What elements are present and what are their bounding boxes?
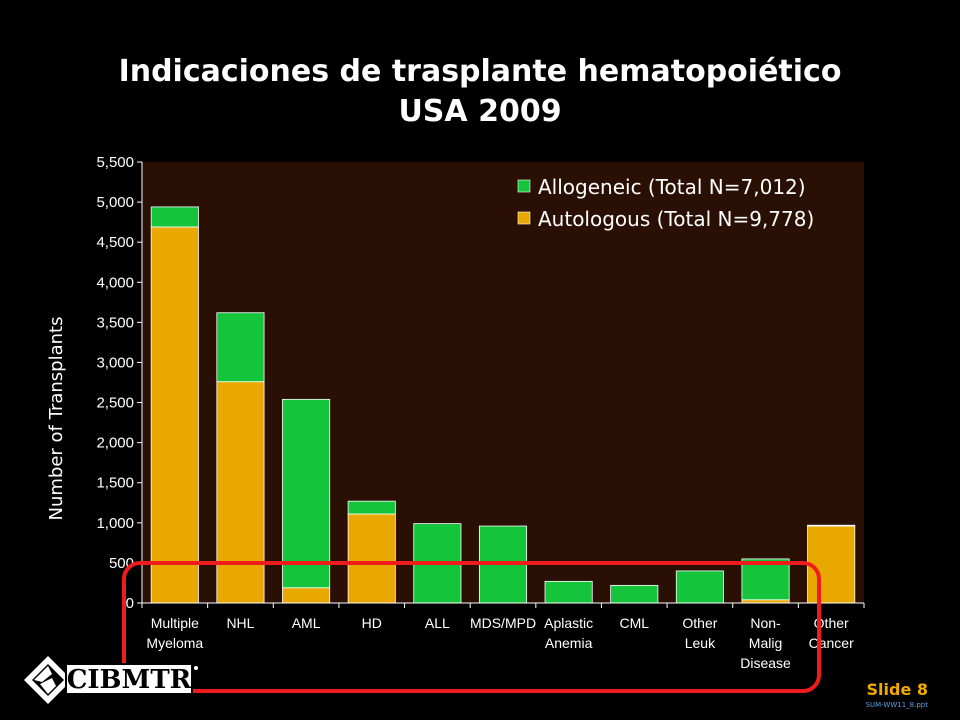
logo-emblem-icon (24, 656, 72, 704)
y-tick-label: 1,000 (96, 515, 134, 532)
x-tick-label: AML (292, 615, 321, 631)
logo-text: CIBMTR (67, 665, 192, 695)
y-tick-label: 5,000 (96, 194, 134, 211)
x-tick-label: CML (619, 615, 649, 631)
cibmtr-logo: CIBMTR (24, 656, 198, 704)
logo-dot (194, 666, 198, 670)
legend-swatch-allogeneic (517, 179, 531, 193)
x-tick-label: Other Cancer (809, 615, 854, 651)
bars-group (150, 206, 856, 604)
y-tick-label: 2,000 (96, 435, 134, 452)
x-ticks-group: Multiple Myeloma NHL AML HD ALL MDS/MPD Aplasti… (141, 603, 865, 671)
bar-autologous-10 (807, 525, 856, 604)
legend: Allogeneic (Total N=7,012) Autologous (To… (517, 175, 814, 231)
bar-allogeneic-7 (610, 584, 659, 604)
bar-allogeneic-8 (675, 570, 724, 604)
x-tick-label: Multiple Myeloma (146, 615, 203, 651)
x-tick-label: Other Leuk (682, 615, 717, 651)
bar-autologous-1 (216, 381, 265, 604)
bar-allogeneic-6 (544, 580, 593, 604)
logo-text-box (65, 663, 193, 695)
bar-autologous-2 (282, 587, 331, 604)
x-tick-label: ALL (425, 615, 450, 631)
bar-autologous-3 (347, 513, 396, 604)
y-tick-label: 2,500 (96, 395, 134, 412)
x-tick-label: MDS/MPD (470, 615, 536, 631)
axes-group (141, 162, 864, 604)
bar-allogeneic-2 (282, 398, 331, 589)
slide-subtitle: USA 2009 (398, 94, 562, 129)
y-tick-label: 5,500 (96, 154, 134, 171)
slide-title: Indicaciones de trasplante hematopoiétic… (118, 54, 842, 89)
y-tick-label: 4,500 (96, 234, 134, 251)
bar-allogeneic-3 (347, 500, 396, 515)
legend-label-autologous: Autologous (Total N=9,778) (538, 207, 814, 231)
x-tick-label: Aplastic Anemia (544, 615, 593, 651)
y-tick-label: 500 (109, 555, 134, 572)
x-tick-label: NHL (226, 615, 254, 631)
x-tick-label: HD (362, 615, 382, 631)
y-tick-label: 4,000 (96, 274, 134, 291)
bar-autologous-0 (150, 226, 199, 604)
y-ticks-group: 0 500 1,000 1,500 2,000 2,500 3,000 3,500 4,000 4… (96, 154, 142, 612)
x-tick-label: Non-Malig Disease (740, 615, 791, 671)
y-axis-label: Number of Transplants (46, 317, 67, 521)
bar-allogeneic-9 (741, 558, 790, 601)
bar-allogeneic-0 (150, 206, 199, 228)
bar-allogeneic-1 (216, 312, 265, 383)
y-tick-label: 0 (126, 595, 134, 612)
legend-swatch-autologous (517, 211, 531, 225)
y-tick-label: 3,500 (96, 314, 134, 331)
y-tick-label: 1,500 (96, 475, 134, 492)
legend-label-allogeneic: Allogeneic (Total N=7,012) (538, 175, 806, 199)
highlight-box (122, 561, 821, 693)
y-tick-label: 3,000 (96, 354, 134, 371)
bar-allogeneic-10 (807, 524, 856, 527)
slide-code: SUM-WW11_8.ppt (865, 701, 928, 709)
slide-number: Slide 8 (866, 680, 929, 699)
